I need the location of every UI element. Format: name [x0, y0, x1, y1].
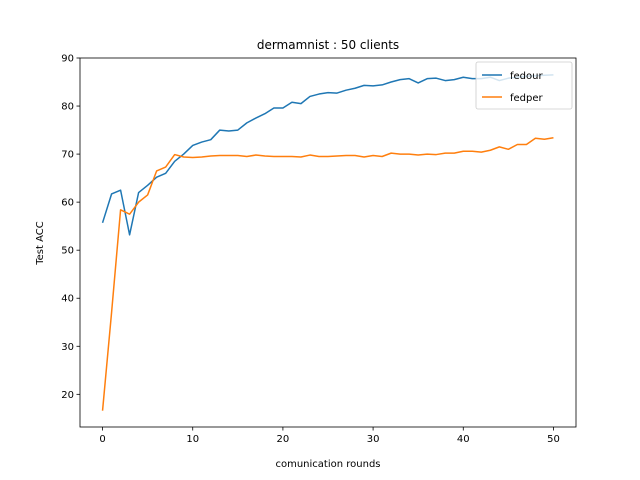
y-axis: 20 30 40 50 60 70 80 90: [61, 54, 80, 401]
x-axis: 0 10 20 30 40 50: [99, 427, 560, 445]
plot-area: [79, 57, 577, 428]
y-tick-label: 60: [61, 198, 74, 209]
x-tick-label: 50: [547, 434, 560, 445]
legend-label-fedper: fedper: [510, 93, 544, 104]
y-axis-label: Test ACC: [35, 221, 46, 266]
axes-frame: [79, 57, 577, 428]
y-tick-label: 80: [61, 102, 74, 113]
x-axis-label: comunication rounds: [275, 459, 380, 470]
y-tick-label: 70: [61, 150, 74, 161]
x-tick-label: 0: [99, 434, 105, 445]
legend: fedour fedper: [475, 61, 573, 110]
x-tick-label: 10: [186, 434, 199, 445]
x-tick-label: 20: [277, 434, 290, 445]
x-tick-label: 40: [457, 434, 470, 445]
chart-title: dermamnist : 50 clients: [257, 38, 399, 52]
legend-label-fedour: fedour: [510, 71, 543, 82]
y-tick-label: 90: [61, 54, 74, 65]
y-tick-label: 20: [61, 390, 74, 401]
series-line-fedper: [101, 137, 554, 411]
y-tick-label: 40: [61, 294, 74, 305]
y-tick-label: 30: [61, 342, 74, 353]
x-tick-label: 30: [367, 434, 380, 445]
y-tick-label: 50: [61, 246, 74, 257]
